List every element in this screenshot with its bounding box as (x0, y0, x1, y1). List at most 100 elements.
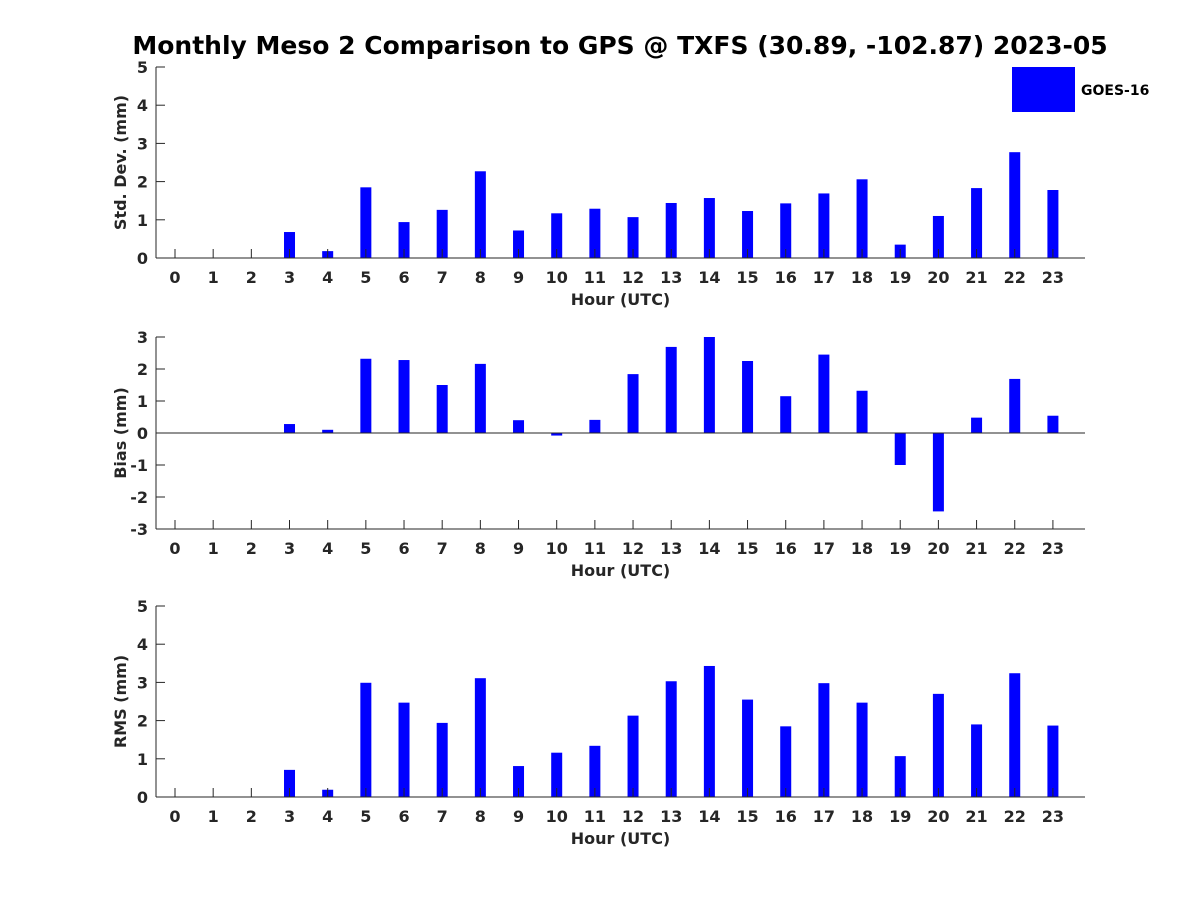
x-tick-label-bias-16: 16 (775, 539, 797, 558)
x-tick-label-bias-20: 20 (927, 539, 949, 558)
bar-rms-hour-11 (589, 745, 601, 797)
bar-rms-hour-14 (703, 665, 715, 797)
bar-bias-hour-9 (513, 420, 525, 433)
bar-rms-hour-8 (474, 678, 486, 797)
bar-rms-hour-10 (551, 752, 563, 797)
x-tick-label-rms-6: 6 (398, 807, 409, 826)
bar-bias-hour-23 (1047, 415, 1059, 433)
x-tick-label-rms-20: 20 (927, 807, 949, 826)
bar-std-dev-hour-11 (589, 208, 601, 258)
x-tick-label-rms-7: 7 (437, 807, 448, 826)
y-tick-label-bias--1: -1 (130, 456, 148, 475)
x-tick-label-rms-3: 3 (284, 807, 295, 826)
bar-bias-hour-16 (780, 396, 792, 433)
x-tick-label-std-dev-22: 22 (1004, 268, 1026, 287)
y-tick-label-bias-1: 1 (137, 392, 148, 411)
x-tick-label-bias-3: 3 (284, 539, 295, 558)
bar-rms-hour-18 (856, 702, 868, 797)
bars-bias (284, 337, 1059, 512)
y-tick-label-bias-2: 2 (137, 360, 148, 379)
bar-std-dev-hour-22 (1009, 152, 1021, 258)
x-tick-label-std-dev-5: 5 (360, 268, 371, 287)
bar-bias-hour-3 (284, 424, 296, 433)
x-tick-label-rms-11: 11 (584, 807, 606, 826)
x-tick-label-rms-9: 9 (513, 807, 524, 826)
bar-rms-hour-19 (894, 756, 906, 797)
y-tick-label-std-dev-2: 2 (137, 173, 148, 192)
x-tick-label-rms-8: 8 (475, 807, 486, 826)
bar-bias-hour-14 (703, 337, 715, 433)
x-tick-label-bias-13: 13 (660, 539, 682, 558)
bar-rms-hour-12 (627, 715, 639, 797)
bar-std-dev-hour-13 (665, 202, 677, 258)
x-tick-label-std-dev-6: 6 (398, 268, 409, 287)
x-tick-label-rms-19: 19 (889, 807, 911, 826)
x-tick-label-rms-13: 13 (660, 807, 682, 826)
bar-rms-hour-6 (398, 702, 410, 797)
bar-bias-hour-7 (436, 385, 448, 433)
x-tick-label-rms-18: 18 (851, 807, 873, 826)
y-tick-label-std-dev-0: 0 (137, 249, 148, 268)
x-tick-label-std-dev-10: 10 (546, 268, 568, 287)
x-tick-label-bias-9: 9 (513, 539, 524, 558)
y-tick-label-rms-2: 2 (137, 712, 148, 731)
x-tick-label-bias-2: 2 (246, 539, 257, 558)
bars-std-dev (284, 152, 1059, 258)
bar-std-dev-hour-9 (513, 230, 525, 258)
y-tick-label-std-dev-3: 3 (137, 134, 148, 153)
bar-rms-hour-7 (436, 722, 448, 797)
x-tick-label-bias-8: 8 (475, 539, 486, 558)
x-tick-label-rms-5: 5 (360, 807, 371, 826)
x-axis-label-std-dev: Hour (UTC) (571, 290, 671, 309)
y-tick-label-rms-4: 4 (137, 635, 148, 654)
y-axis-label-std-dev: Std. Dev. (mm) (111, 95, 130, 230)
x-tick-label-rms-2: 2 (246, 807, 257, 826)
x-tick-label-std-dev-20: 20 (927, 268, 949, 287)
x-tick-label-std-dev-12: 12 (622, 268, 644, 287)
bar-bias-hour-15 (742, 361, 754, 433)
y-tick-label-bias--2: -2 (130, 488, 148, 507)
x-tick-label-std-dev-17: 17 (813, 268, 835, 287)
bar-bias-hour-17 (818, 354, 830, 433)
x-tick-label-rms-22: 22 (1004, 807, 1026, 826)
x-tick-label-bias-21: 21 (965, 539, 987, 558)
bar-rms-hour-13 (665, 681, 677, 797)
x-tick-label-std-dev-8: 8 (475, 268, 486, 287)
bar-rms-hour-23 (1047, 725, 1059, 797)
bar-bias-hour-13 (665, 346, 677, 433)
bar-std-dev-hour-12 (627, 217, 639, 258)
x-tick-label-bias-17: 17 (813, 539, 835, 558)
x-tick-label-rms-14: 14 (698, 807, 720, 826)
x-axis-label-rms: Hour (UTC) (571, 829, 671, 848)
x-tick-label-std-dev-0: 0 (169, 268, 180, 287)
x-tick-label-bias-11: 11 (584, 539, 606, 558)
x-tick-label-bias-18: 18 (851, 539, 873, 558)
bar-rms-hour-5 (360, 682, 372, 797)
x-tick-label-std-dev-7: 7 (437, 268, 448, 287)
x-tick-label-bias-4: 4 (322, 539, 333, 558)
y-tick-label-rms-5: 5 (137, 597, 148, 616)
bar-rms-hour-15 (742, 699, 754, 797)
x-tick-label-bias-10: 10 (546, 539, 568, 558)
y-tick-label-bias--3: -3 (130, 520, 148, 539)
bar-std-dev-hour-14 (703, 198, 715, 258)
x-tick-label-bias-6: 6 (398, 539, 409, 558)
x-tick-label-bias-12: 12 (622, 539, 644, 558)
x-tick-label-rms-0: 0 (169, 807, 180, 826)
x-tick-label-std-dev-21: 21 (965, 268, 987, 287)
bar-bias-hour-19 (894, 433, 906, 465)
bar-rms-hour-3 (284, 769, 296, 797)
x-tick-label-bias-14: 14 (698, 539, 720, 558)
x-tick-label-rms-17: 17 (813, 807, 835, 826)
legend: GOES-16 (1012, 67, 1149, 112)
bar-rms-hour-20 (932, 693, 944, 797)
x-tick-label-rms-4: 4 (322, 807, 333, 826)
x-tick-label-rms-12: 12 (622, 807, 644, 826)
x-tick-label-bias-15: 15 (736, 539, 758, 558)
x-tick-label-rms-16: 16 (775, 807, 797, 826)
